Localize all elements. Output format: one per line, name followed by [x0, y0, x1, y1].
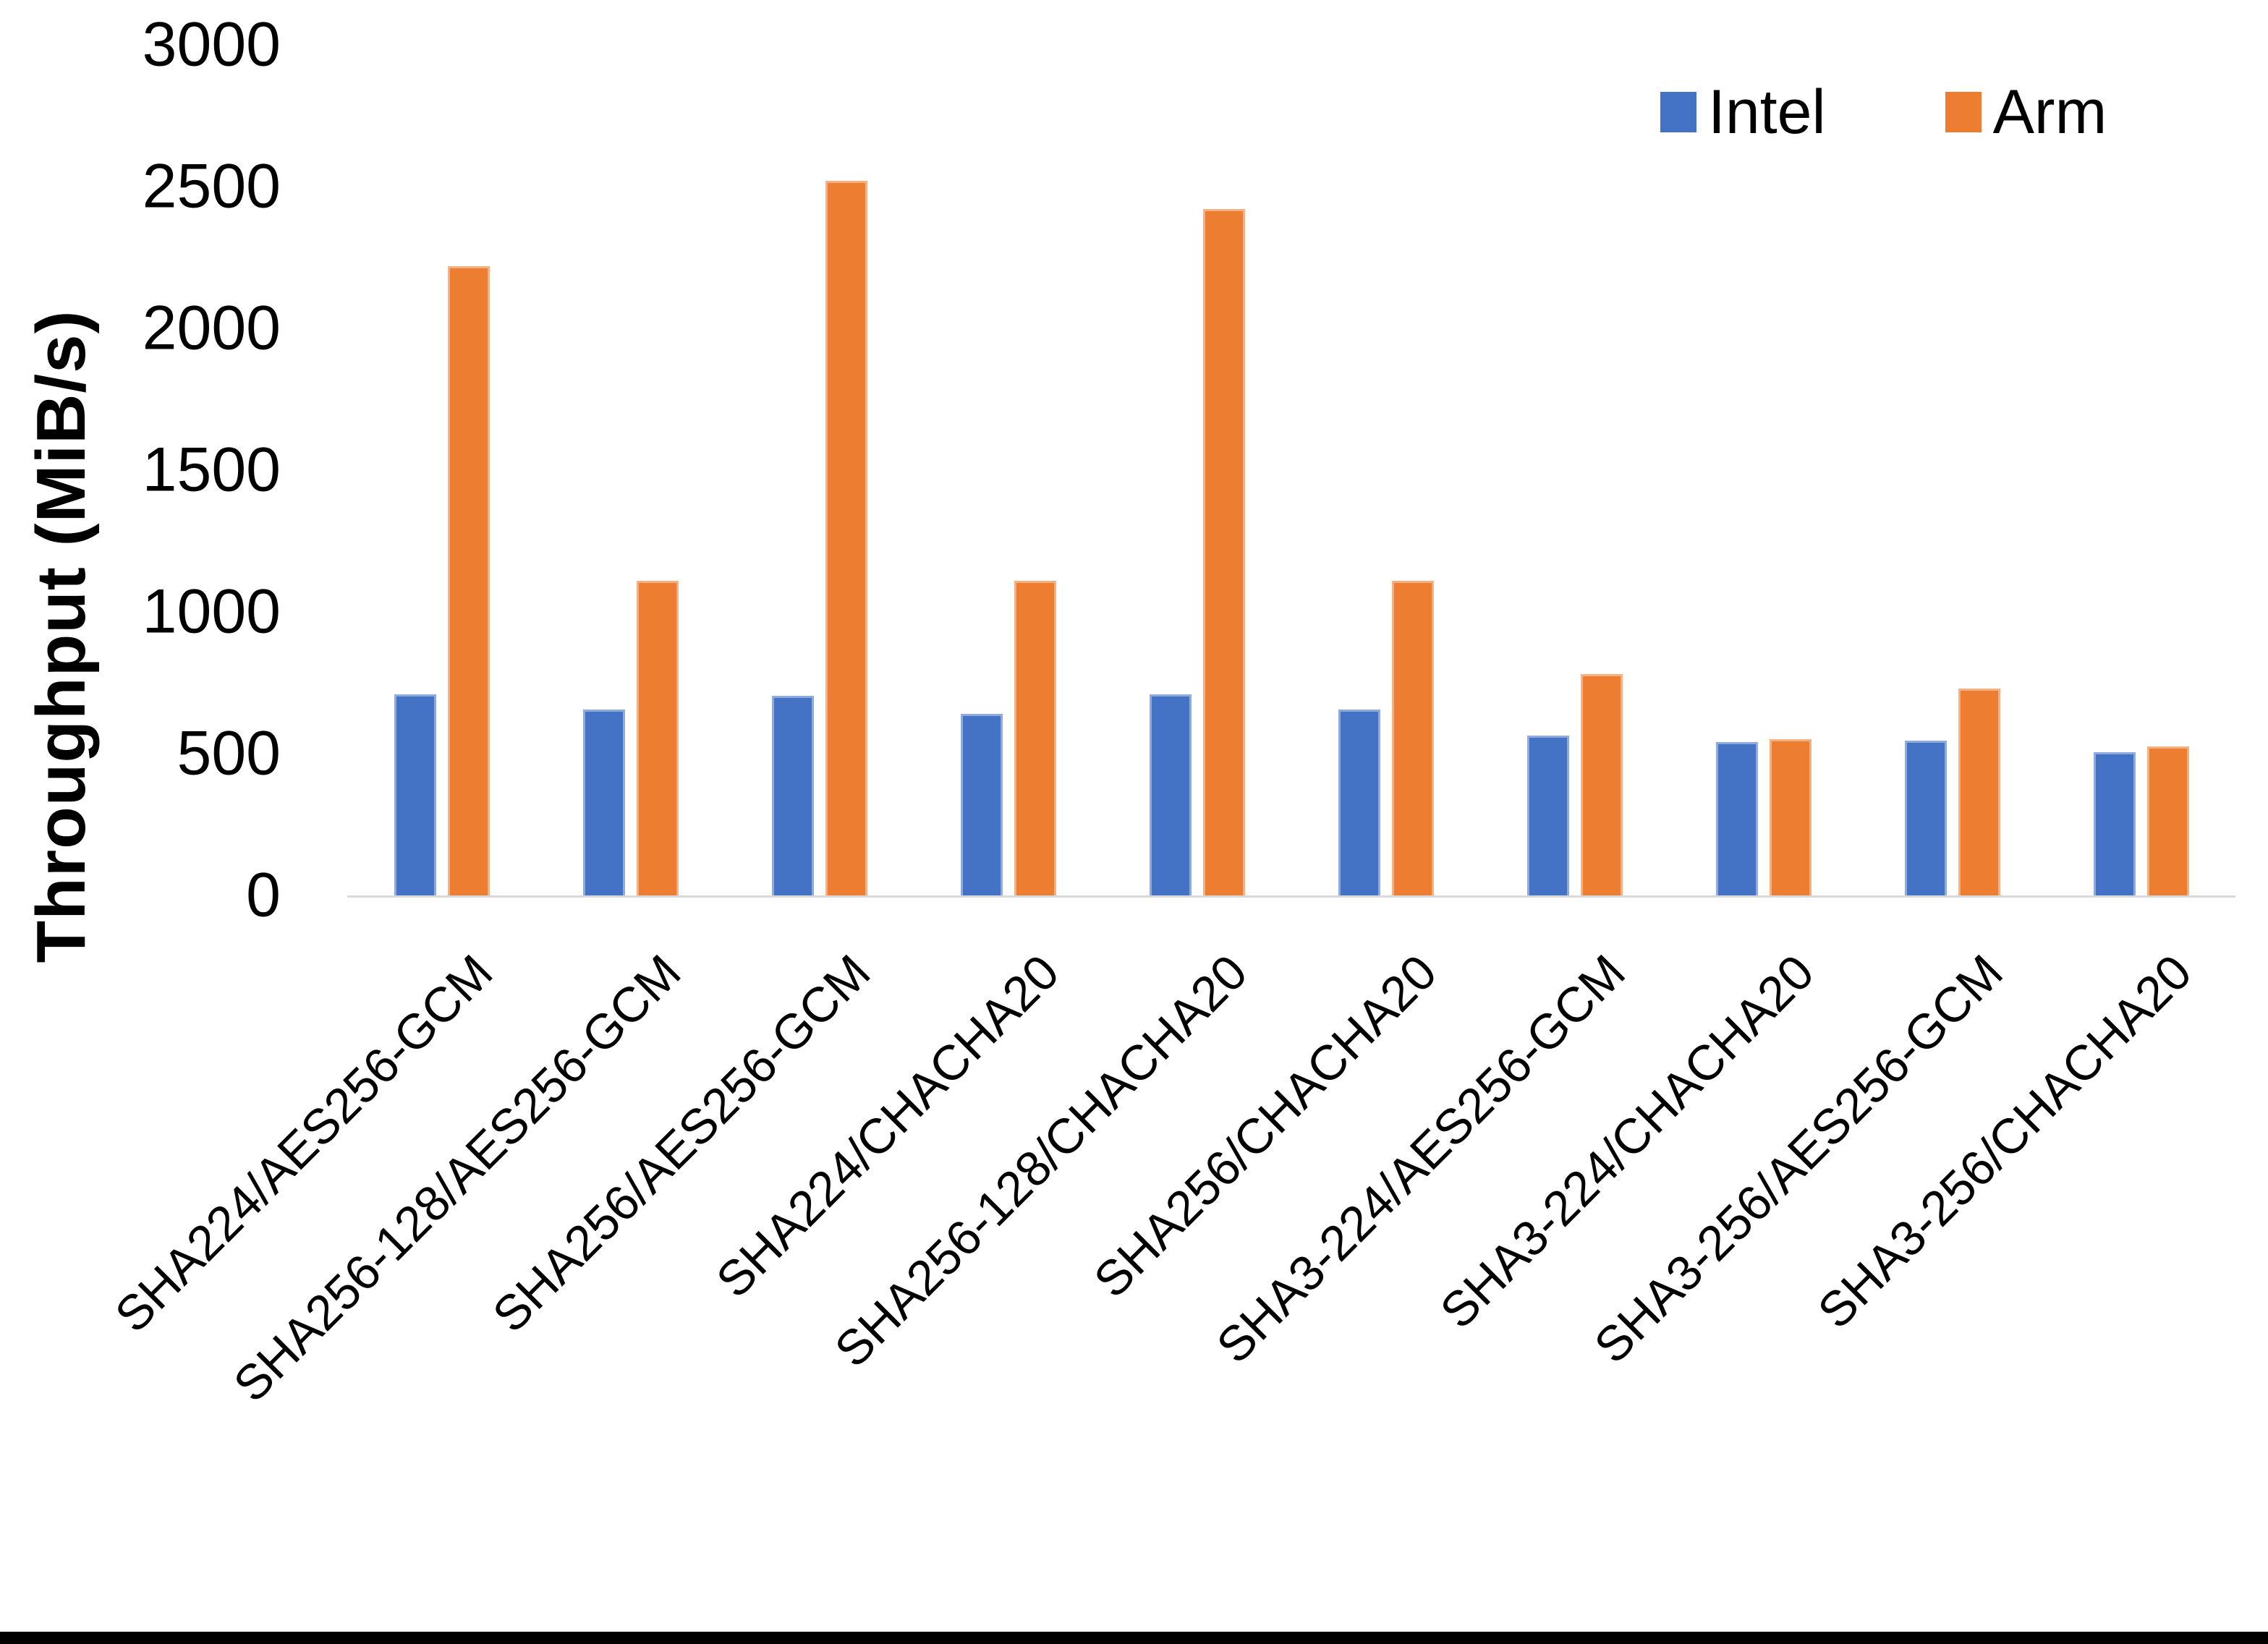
x-category-label: SHA256/CHACHA20 — [1083, 944, 1447, 1308]
bar-intel-sha3-224/aes256-gcm — [1526, 735, 1569, 895]
bar-arm-sha256-128/aes256-gcm — [636, 580, 679, 895]
y-tick-label: 2500 — [142, 151, 281, 221]
legend-label: Arm — [1992, 77, 2107, 147]
bar-intel-sha224/aes256-gcm — [394, 694, 436, 895]
y-tick-label: 500 — [177, 718, 281, 788]
y-tick-label: 1500 — [142, 435, 281, 505]
x-category-label: SHA256/AES256-GCM — [482, 944, 880, 1343]
x-category-label: SHA224/AES256-GCM — [104, 944, 503, 1343]
bar-intel-sha256-128/chacha20 — [1149, 694, 1192, 895]
bar-intel-sha256/aes256-gcm — [771, 695, 814, 895]
bar-arm-sha256/aes256-gcm — [825, 181, 867, 895]
bar-intel-sha256-128/aes256-gcm — [582, 710, 625, 895]
legend-swatch-arm — [1945, 92, 1982, 132]
bar-arm-sha3-256/aes256-gcm — [1958, 688, 2000, 895]
bar-intel-sha224/chacha20 — [960, 714, 1003, 895]
y-tick-label: 2000 — [142, 293, 281, 363]
y-tick-label: 0 — [246, 860, 281, 930]
legend-swatch-intel — [1660, 92, 1696, 132]
bar-arm-sha3-224/chacha20 — [1769, 739, 1812, 895]
x-category-label: SHA224/CHACHA20 — [705, 944, 1069, 1308]
bar-arm-sha224/chacha20 — [1014, 580, 1056, 895]
legend-label: Intel — [1708, 77, 1826, 147]
bar-intel-sha3-256/aes256-gcm — [1904, 741, 1947, 895]
bar-intel-sha256/chacha20 — [1338, 710, 1380, 895]
bar-arm-sha256/chacha20 — [1391, 580, 1434, 895]
legend-item-arm: Arm — [1945, 81, 2107, 143]
bar-arm-sha3-256/chacha20 — [2146, 746, 2189, 895]
x-category-label: SHA3-224/CHACHA20 — [1430, 944, 1825, 1340]
bar-arm-sha256-128/chacha20 — [1202, 209, 1245, 895]
y-tick-label: 3000 — [142, 9, 281, 80]
x-category-label: SHA3-256/CHACHA20 — [1807, 944, 2202, 1340]
legend: Intel Arm — [1660, 81, 2107, 143]
bottom-border-bar — [0, 1632, 2268, 1644]
y-axis-title: Throughput (MiB/s) — [22, 310, 100, 963]
bar-arm-sha224/aes256-gcm — [447, 265, 490, 895]
bar-arm-sha3-224/aes256-gcm — [1580, 674, 1623, 895]
bar-intel-sha3-224/chacha20 — [1715, 742, 1758, 895]
bar-intel-sha3-256/chacha20 — [2093, 752, 2136, 895]
y-tick-label: 1000 — [142, 576, 281, 647]
legend-item-intel: Intel — [1660, 81, 1826, 143]
x-axis-line — [347, 895, 2235, 898]
